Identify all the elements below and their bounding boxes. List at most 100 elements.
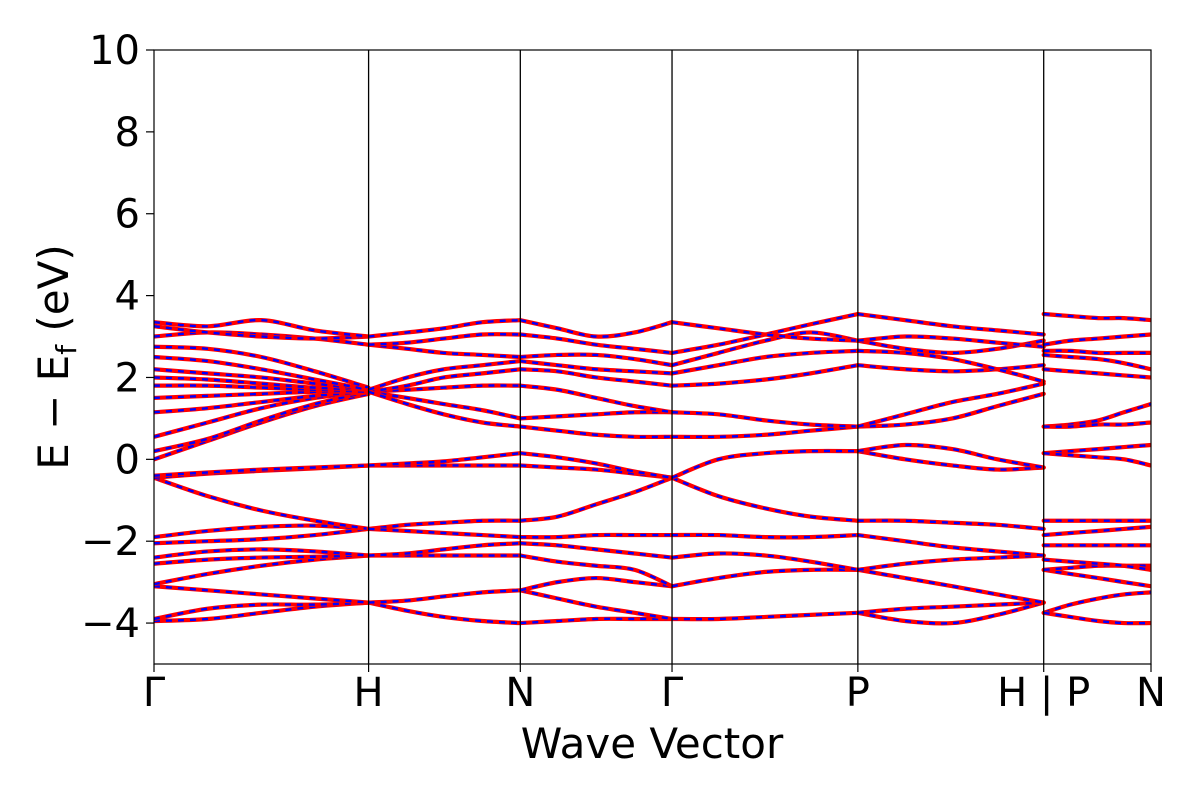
- band-line-blue-dashed: [1043, 525, 1151, 537]
- band-line-blue-dashed: [857, 392, 1045, 428]
- y-axis: −4 −2 0 2 4 6 8 10: [81, 28, 154, 647]
- band-line-blue-dashed: [520, 451, 673, 479]
- y-tick-label: 0: [115, 437, 140, 483]
- y-axis-label: E − Ef (eV): [29, 244, 83, 470]
- band-line-blue-dashed: [1043, 443, 1151, 455]
- band-line-blue-dashed: [154, 585, 369, 604]
- band-line-blue-dashed: [520, 359, 673, 375]
- band-line-blue-dashed: [368, 542, 521, 557]
- band-line-blue-dashed: [520, 476, 673, 522]
- y-tick-label: −4: [81, 601, 140, 647]
- band-line-blue-dashed: [671, 449, 858, 479]
- band-line-red: [669, 410, 860, 429]
- band-line-blue-dashed: [520, 425, 673, 439]
- band-line-red: [669, 532, 860, 540]
- band-line-blue-dashed: [154, 390, 369, 414]
- band-line-blue-dashed: [368, 368, 521, 393]
- band-line-red: [669, 610, 860, 622]
- band-line-blue-dashed: [520, 318, 673, 338]
- y-tick-label: 10: [89, 28, 140, 74]
- band-line-blue-dashed: [368, 519, 521, 531]
- band-line-blue-dashed: [857, 443, 1044, 469]
- band-line-blue-dashed: [520, 589, 673, 621]
- band-line-red: [669, 551, 860, 572]
- band-line-blue-dashed: [1043, 421, 1151, 428]
- y-tick-label: 4: [115, 274, 140, 320]
- band-line-blue-dashed: [520, 576, 673, 592]
- band-line-blue-dashed: [154, 554, 369, 565]
- band-line-blue-dashed: [368, 390, 521, 420]
- band-line-red: [1041, 590, 1151, 615]
- band-line-red: [669, 348, 860, 376]
- band-line-blue-dashed: [520, 368, 673, 387]
- band-line-blue-dashed: [154, 601, 369, 623]
- band-line-red: [669, 567, 860, 589]
- band-line-blue-dashed: [1043, 312, 1151, 322]
- y-tick-label: 6: [115, 192, 140, 238]
- band-line-blue-dashed: [154, 524, 369, 539]
- band-line-red: [855, 553, 1046, 572]
- band-line-red: [855, 449, 1046, 472]
- band-line-blue-dashed: [368, 451, 521, 467]
- band-line-blue-dashed: [368, 390, 521, 428]
- band-line-blue-dashed: [154, 390, 369, 453]
- band-line-blue-dashed: [368, 332, 521, 346]
- high-symmetry-lines: [367, 50, 1045, 664]
- band-line-blue-dashed: [154, 368, 369, 391]
- band-line-red: [669, 320, 860, 343]
- band-line-red: [855, 600, 1046, 615]
- x-tick-label: Γ: [661, 670, 684, 716]
- band-line-red: [855, 363, 1046, 374]
- band-line-blue-dashed: [154, 548, 369, 559]
- band-line-blue-dashed: [520, 533, 673, 539]
- band-line-blue-dashed: [520, 617, 673, 625]
- x-tick-label: N: [505, 670, 535, 716]
- x-axis: Γ H N Γ P H | P N: [143, 664, 1166, 716]
- band-line-blue-dashed: [154, 476, 369, 531]
- y-axis-label-unit: (eV): [29, 244, 78, 345]
- band-line-blue-dashed: [368, 359, 521, 391]
- band-line-blue-dashed: [154, 355, 369, 391]
- band-line-blue-dashed: [1043, 558, 1151, 572]
- band-line-blue-dashed: [520, 542, 673, 559]
- band-line-blue-dashed: [154, 325, 369, 340]
- band-line-blue-dashed: [368, 527, 521, 539]
- band-line-blue-dashed: [154, 345, 369, 389]
- band-line-blue-dashed: [1043, 333, 1151, 346]
- band-line-blue-dashed: [154, 601, 369, 621]
- band-line-blue-dashed: [671, 476, 858, 522]
- band-line-blue-dashed: [520, 333, 673, 355]
- band-line-blue-dashed: [520, 384, 673, 414]
- x-tick-label: H | P: [997, 670, 1090, 716]
- plot-background: [154, 50, 1151, 664]
- band-line-blue-dashed: [368, 343, 521, 359]
- band-line-blue-dashed: [154, 376, 369, 391]
- band-line-blue-dashed: [1043, 611, 1151, 625]
- band-line-blue-dashed: [520, 410, 673, 420]
- x-tick-label: P: [846, 670, 870, 716]
- band-line-blue-dashed: [154, 464, 369, 477]
- band-line-blue-dashed: [368, 601, 521, 625]
- band-line-red: [855, 334, 1046, 349]
- band-line-blue-dashed: [857, 601, 1045, 625]
- band-line-blue-dashed: [368, 384, 521, 393]
- band-line-red: [855, 532, 1046, 558]
- band-line-blue-dashed: [1043, 451, 1151, 467]
- band-line-blue-dashed: [671, 331, 859, 367]
- band-line-blue-dashed: [520, 554, 673, 588]
- x-axis-label: Wave Vector: [521, 719, 784, 768]
- band-line-blue-dashed: [857, 568, 1044, 604]
- x-tick-label: H: [354, 670, 384, 716]
- band-line-red: [855, 518, 1046, 532]
- band-line-blue-dashed: [1043, 349, 1151, 355]
- band-line-red: [669, 363, 860, 388]
- y-axis-label-subscript: f: [50, 344, 83, 355]
- y-tick-label: 8: [115, 110, 140, 156]
- band-line-blue-dashed: [520, 464, 673, 479]
- x-tick-label: Γ: [143, 670, 166, 716]
- y-tick-label: −2: [81, 519, 140, 565]
- band-line-red: [669, 424, 860, 440]
- band-line-blue-dashed: [520, 353, 673, 367]
- band-line-blue-dashed: [1043, 368, 1151, 379]
- y-tick-label: 2: [115, 355, 140, 401]
